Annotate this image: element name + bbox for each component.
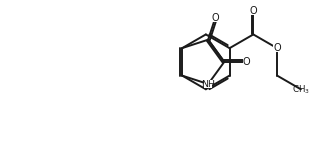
Text: O: O <box>250 6 257 16</box>
Bar <box>273 44 281 52</box>
Bar <box>250 7 257 15</box>
Bar <box>204 80 212 88</box>
Text: O: O <box>211 13 219 23</box>
Text: O: O <box>243 57 251 67</box>
Text: CH$_3$: CH$_3$ <box>292 83 310 96</box>
Bar <box>211 15 219 22</box>
Bar <box>243 58 251 66</box>
Text: O: O <box>273 43 281 53</box>
Text: NH: NH <box>201 80 215 89</box>
